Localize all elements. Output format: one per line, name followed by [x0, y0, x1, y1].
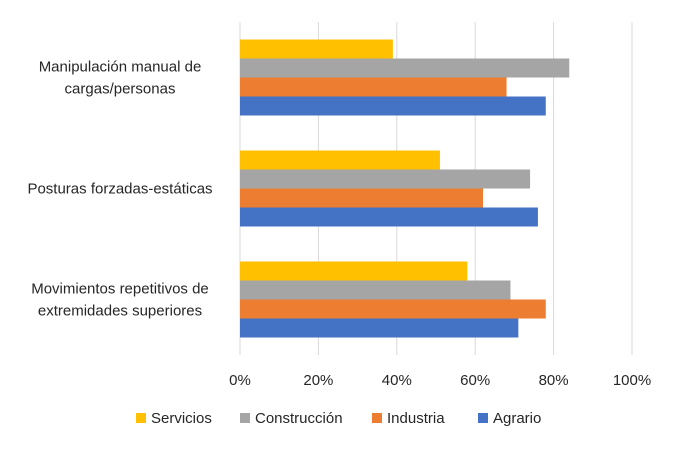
bar-construcci-n [240, 169, 531, 189]
legend-swatch [478, 413, 488, 423]
category-label: Movimientos repetitivos de [31, 281, 209, 298]
bar-construcci-n [240, 280, 511, 300]
category-labels: Manipulación manual de cargas/personas Pos… [27, 59, 212, 320]
bar-industria [240, 77, 507, 97]
category-label: Manipulación manual de [39, 59, 202, 76]
legend-label: Construcción [255, 410, 343, 427]
bar-industria [240, 299, 546, 319]
bar-agrario [240, 207, 538, 227]
legend-label: Servicios [151, 410, 212, 427]
x-tick-label: 0% [229, 372, 251, 389]
bar-agrario [240, 318, 519, 338]
legend-label: Agrario [493, 410, 541, 427]
bar-servicios [240, 39, 393, 59]
legend: Servicios Construcción Industria Agrario [136, 410, 541, 427]
legend-label: Industria [387, 410, 445, 427]
bar-agrario [240, 96, 546, 116]
legend-swatch [372, 413, 382, 423]
x-tick-label: 40% [382, 372, 412, 389]
x-axis-ticks: 0% 20% 40% 60% 80% 100% [229, 372, 651, 389]
bars [240, 39, 570, 338]
bar-industria [240, 188, 484, 208]
x-tick-label: 20% [303, 372, 333, 389]
legend-swatch [136, 413, 146, 423]
bar-construcci-n [240, 58, 570, 78]
bar-servicios [240, 150, 440, 170]
x-tick-label: 100% [613, 372, 651, 389]
category-label: extremidades superiores [38, 303, 202, 320]
bar-servicios [240, 261, 468, 281]
legend-swatch [240, 413, 250, 423]
category-label: Posturas forzadas-estáticas [27, 181, 212, 198]
x-tick-label: 60% [460, 372, 490, 389]
category-label: cargas/personas [65, 81, 176, 98]
x-tick-label: 80% [539, 372, 569, 389]
